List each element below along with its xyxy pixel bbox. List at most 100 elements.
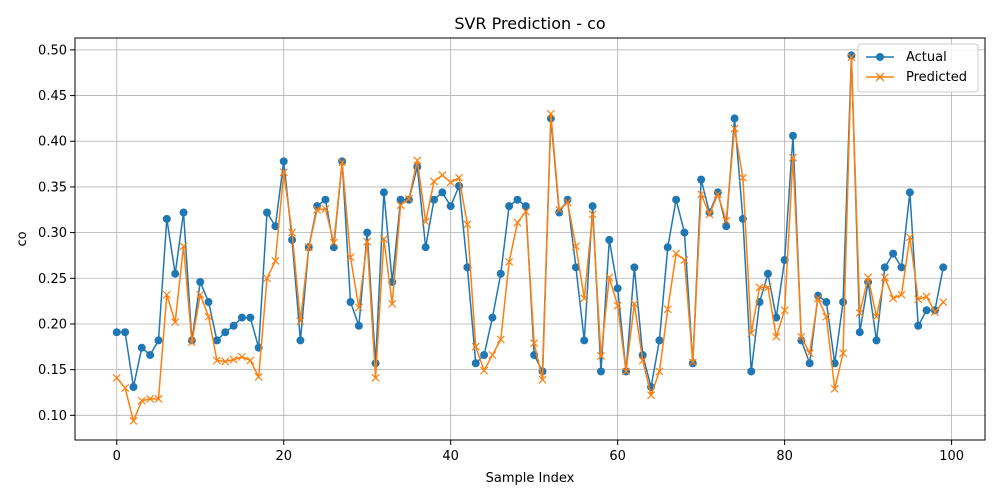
predicted-point <box>396 201 405 210</box>
actual-point <box>613 284 622 293</box>
predicted-point <box>505 257 514 266</box>
predicted-point <box>471 342 480 351</box>
x-axis-ticks: 0 20 40 60 80 100 <box>113 440 964 464</box>
predicted-point <box>404 194 413 203</box>
predicted-point <box>722 216 731 225</box>
predicted-point <box>571 242 580 251</box>
actual-point <box>897 263 906 272</box>
actual-point <box>429 195 438 204</box>
predicted-point <box>112 373 121 382</box>
predicted-point <box>171 318 180 327</box>
actual-point <box>129 383 138 392</box>
predicted-point <box>129 416 138 425</box>
predicted-point <box>237 352 246 361</box>
actual-point <box>713 188 722 197</box>
predicted-point <box>154 394 163 403</box>
predicted-point <box>212 356 221 365</box>
actual-point <box>246 313 255 322</box>
actual-point <box>688 359 697 368</box>
predicted-point <box>480 366 489 375</box>
predicted-point <box>630 299 639 308</box>
predicted-point <box>379 234 388 244</box>
predicted-point <box>797 332 806 341</box>
actual-point <box>939 263 948 272</box>
actual-point <box>605 235 614 244</box>
predicted-point <box>697 190 706 199</box>
y-tick-label: 0.25 <box>38 272 67 287</box>
actual-point <box>354 321 363 330</box>
predicted-point <box>738 173 747 182</box>
predicted-point <box>805 349 814 358</box>
predicted-point <box>521 207 530 216</box>
predicted-point <box>429 177 439 186</box>
legend-predicted-label: Predicted <box>906 70 967 85</box>
actual-point <box>922 306 931 315</box>
predicted-point <box>530 339 539 348</box>
actual-point <box>179 208 188 217</box>
predicted-point <box>922 292 931 301</box>
predicted-point <box>413 156 422 165</box>
predicted-point <box>680 255 689 265</box>
predicted-point <box>513 218 522 227</box>
actual-point <box>371 359 380 368</box>
predicted-point <box>271 256 280 265</box>
predicted-point <box>488 351 497 360</box>
actual-point <box>580 336 589 345</box>
predicted-point <box>421 217 430 226</box>
actual-point <box>596 367 605 376</box>
series-predicted <box>112 53 948 425</box>
actual-point <box>263 208 272 217</box>
series-layer <box>112 51 948 425</box>
predicted-point <box>262 274 272 283</box>
legend-box <box>857 43 979 93</box>
predicted-point <box>930 308 939 317</box>
actual-point <box>672 195 681 204</box>
actual-point <box>296 336 305 345</box>
predicted-point <box>855 308 864 318</box>
predicted-point <box>621 367 631 376</box>
predicted-point <box>939 298 948 307</box>
y-tick-label: 0.40 <box>38 135 67 150</box>
actual-point <box>880 263 889 272</box>
x-tick-label: 60 <box>609 449 626 464</box>
predicted-point <box>313 205 322 214</box>
predicted-point <box>346 253 355 262</box>
predicted-point <box>162 290 171 299</box>
actual-point <box>655 336 664 345</box>
x-tick-label: 100 <box>939 449 964 464</box>
predicted-point <box>705 210 714 219</box>
predicted-point <box>605 273 614 282</box>
actual-point <box>513 195 522 204</box>
actual-point <box>196 277 205 286</box>
predicted-point <box>196 290 205 299</box>
predicted-point <box>880 273 889 282</box>
actual-point <box>121 328 130 337</box>
predicted-point <box>688 358 697 367</box>
legend: Actual Predicted <box>857 43 979 93</box>
y-tick-label: 0.30 <box>38 226 67 241</box>
predicted-point <box>672 249 681 258</box>
x-tick-label: 0 <box>113 449 121 464</box>
actual-point <box>563 195 572 204</box>
chart-title: SVR Prediction - co <box>454 14 605 33</box>
predicted-point <box>204 312 213 321</box>
predicted-point <box>872 312 881 321</box>
y-axis-label: co <box>15 231 30 246</box>
predicted-point <box>788 153 798 162</box>
actual-point <box>638 351 647 360</box>
actual-point <box>112 328 121 337</box>
y-axis-ticks: 0.10 0.15 0.20 0.25 0.30 0.35 0.40 0.45 0.50 <box>38 43 75 424</box>
actual-point <box>571 263 580 272</box>
x-tick-label: 80 <box>776 449 793 464</box>
predicted-point <box>772 332 781 341</box>
actual-point <box>229 321 238 330</box>
y-tick-label: 0.20 <box>38 317 67 332</box>
predicted-line <box>116 56 944 422</box>
predicted-point <box>822 312 831 321</box>
predicted-point <box>588 210 597 219</box>
legend-actual-marker <box>876 53 884 61</box>
actual-point <box>630 263 639 272</box>
actual-point <box>204 298 213 307</box>
